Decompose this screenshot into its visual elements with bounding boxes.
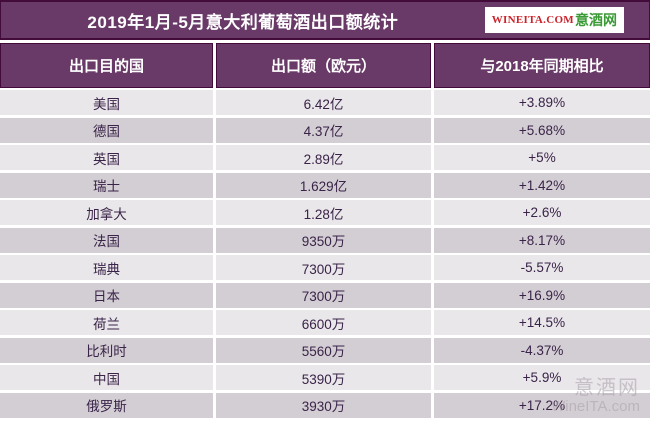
- table-cell-amount: 7300万: [216, 255, 431, 280]
- table-cell-amount: 4.37亿: [216, 117, 431, 143]
- table-cell-amount: 1.629亿: [216, 172, 431, 198]
- page-title: 2019年1月-5月意大利葡萄酒出口额统计: [87, 12, 399, 32]
- wineita-logo: WINEITA.COM 意酒网: [484, 7, 624, 33]
- table-cell-amount: 6600万: [216, 310, 431, 335]
- table-cell-change: +14.5%: [434, 310, 650, 335]
- table-cell-amount: 5390万: [216, 365, 431, 390]
- table-cell-change: +16.9%: [434, 282, 650, 308]
- wineita-logo-domain: WINEITA.COM: [491, 14, 574, 26]
- column-header-destination: 出口目的国: [0, 43, 213, 88]
- table-cell-amount: 6.42亿: [216, 90, 431, 115]
- table-cell-change: +17.2%: [434, 392, 650, 418]
- table-cell-country: 俄罗斯: [0, 392, 213, 418]
- table-cell-amount: 2.89亿: [216, 145, 431, 170]
- table-cell-country: 法国: [0, 227, 213, 253]
- table-cell-country: 日本: [0, 282, 213, 308]
- table-cell-country: 中国: [0, 365, 213, 390]
- table-header-row: 出口目的国 出口额（欧元） 与2018年同期相比: [0, 43, 650, 88]
- table-cell-amount: 5560万: [216, 337, 431, 363]
- table-cell-change: +8.17%: [434, 227, 650, 253]
- table-cell-change: +1.42%: [434, 172, 650, 198]
- table-cell-change: -5.57%: [434, 255, 650, 280]
- table-cell-change: +5.68%: [434, 117, 650, 143]
- table-cell-change: +5%: [434, 145, 650, 170]
- table-cell-change: +3.89%: [434, 90, 650, 115]
- table-cell-change: +2.6%: [434, 200, 650, 225]
- table-cell-amount: 1.28亿: [216, 200, 431, 225]
- table-cell-change: +5.9%: [434, 365, 650, 390]
- table-cell-amount: 9350万: [216, 227, 431, 253]
- table-body: 美国 6.42亿 +3.89% 德国 4.37亿 +5.68% 英国 2.89亿 +5% 瑞士 1.…: [0, 90, 650, 418]
- table-cell-amount: 3930万: [216, 392, 431, 418]
- table-cell-country: 英国: [0, 145, 213, 170]
- table-cell-country: 比利时: [0, 337, 213, 363]
- title-bar: 2019年1月-5月意大利葡萄酒出口额统计 WINEITA.COM 意酒网: [0, 0, 650, 40]
- table-cell-country: 瑞典: [0, 255, 213, 280]
- table-cell-amount: 7300万: [216, 282, 431, 308]
- table-cell-country: 瑞士: [0, 172, 213, 198]
- table-cell-country: 荷兰: [0, 310, 213, 335]
- table-cell-country: 德国: [0, 117, 213, 143]
- column-header-yoy-change: 与2018年同期相比: [434, 43, 650, 88]
- wineita-logo-name: 意酒网: [575, 12, 617, 28]
- column-header-export-amount: 出口额（欧元）: [216, 43, 431, 88]
- table-cell-change: -4.37%: [434, 337, 650, 363]
- table-cell-country: 加拿大: [0, 200, 213, 225]
- table-cell-country: 美国: [0, 90, 213, 115]
